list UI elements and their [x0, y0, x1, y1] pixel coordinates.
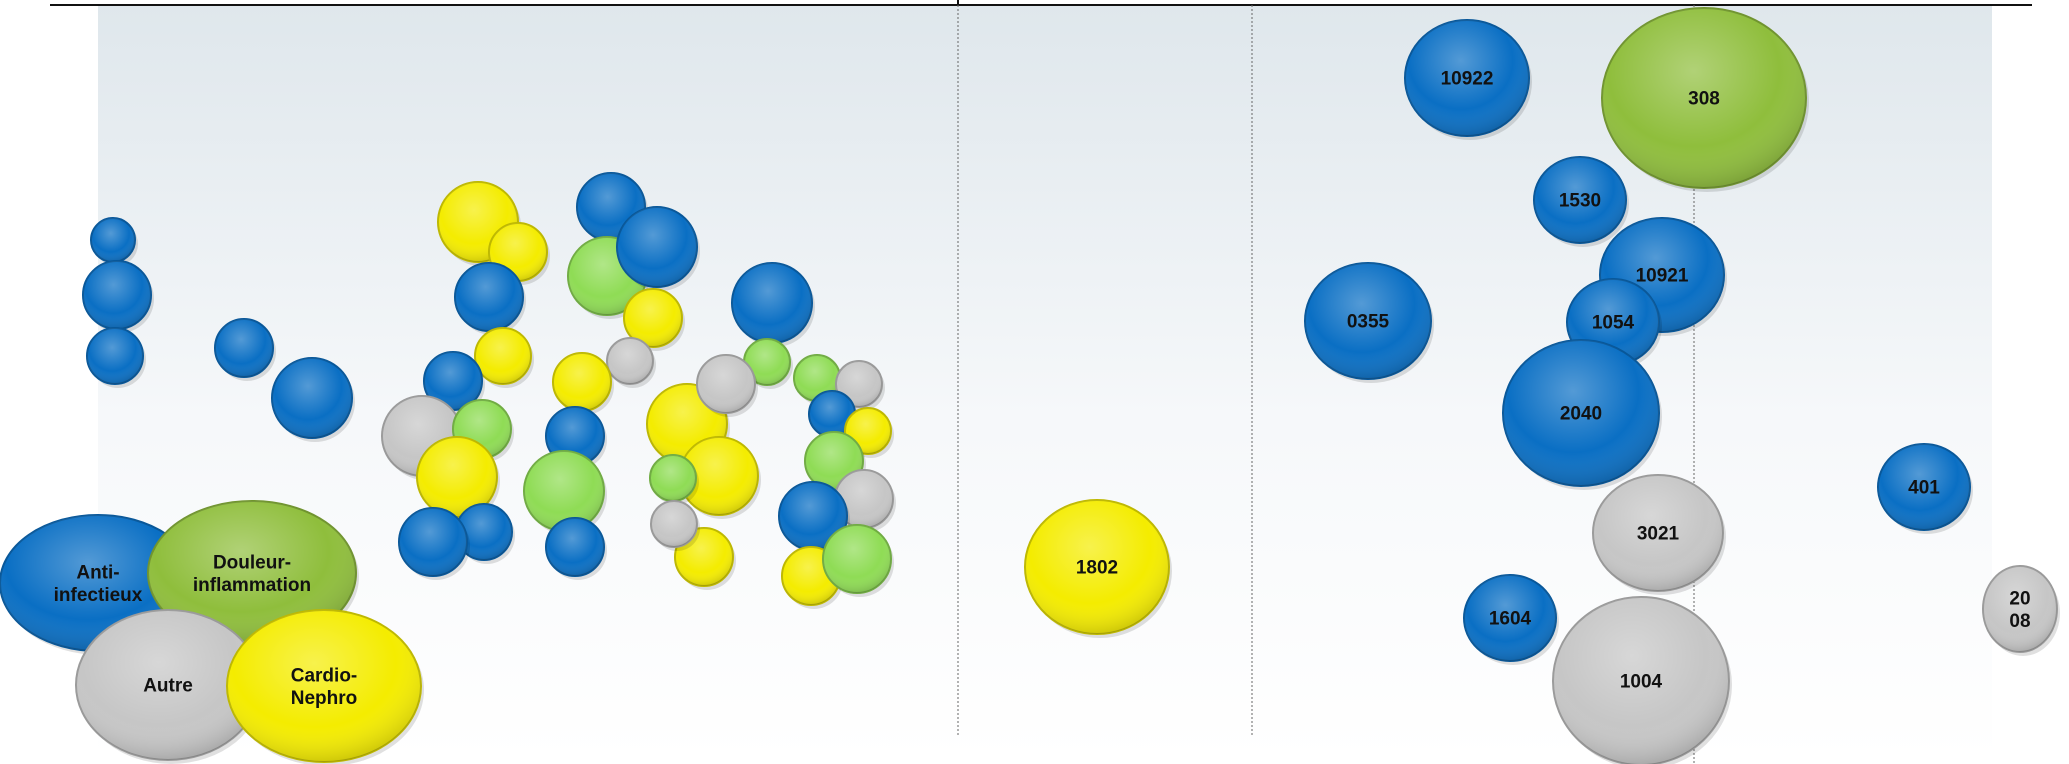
- bubble-cardio-nephro-26: [679, 436, 761, 519]
- bubble-bubble-green-light-37: [804, 431, 866, 494]
- bubble-anti-infectieux-5: [271, 357, 355, 442]
- bubbles-layer: 10922 308 1530 10921 1054 0355 2040 401 3021 1604…: [82, 7, 2060, 764]
- bubble-anti-infectieux-8: [454, 262, 526, 335]
- bubble-anti-infectieux-3: [86, 327, 146, 388]
- bubble-autre-38: [834, 469, 896, 532]
- bubble-anti-infectieux-1: [90, 217, 138, 266]
- bubble-anti-infectieux-30: [731, 262, 815, 347]
- bubble-autre-32: [696, 354, 758, 417]
- bubble-2040: 2040: [1502, 339, 1662, 490]
- legend-item-douleur-inflammation-label: Douleur-inflammation: [193, 552, 311, 596]
- bubble-cardio-nephro-16: [552, 352, 614, 415]
- bubble-1530-label: 1530: [1559, 191, 1601, 212]
- bubble-1530: 1530: [1533, 156, 1629, 247]
- bubble-10922: 10922: [1404, 19, 1532, 140]
- legend-item-autre-label: Autre: [143, 676, 193, 697]
- bubble-bubble-green-light-33: [793, 354, 843, 405]
- bubble-anti-infectieux-11: [616, 206, 700, 291]
- bubble-cardio-nephro-28: [674, 527, 736, 590]
- bubble-anti-infectieux-21: [398, 507, 470, 580]
- bubble-10921-label: 10921: [1636, 266, 1689, 287]
- bubble-1802-label: 1802: [1076, 558, 1118, 579]
- bubble-cardio-nephro-13: [474, 327, 534, 388]
- bubble-2040-label: 2040: [1560, 404, 1602, 425]
- bubble-anti-infectieux-15: [423, 351, 485, 414]
- bubble-bubble-green-light-23: [523, 450, 607, 535]
- bubble-cardio-nephro-19: [416, 436, 500, 521]
- bubble-anti-infectieux-4: [214, 318, 276, 381]
- bubble-1802: 1802: [1024, 499, 1172, 638]
- bubble-anti-infectieux-2: [82, 260, 154, 333]
- bubble-anti-infectieux-24: [545, 517, 607, 580]
- bubble-1604: 1604: [1463, 574, 1559, 665]
- bubble-0355-label: 0355: [1347, 312, 1390, 333]
- bubble-1004-label: 1004: [1620, 672, 1663, 693]
- bubble-autre-29: [650, 500, 700, 551]
- bubble-1004: 1004: [1552, 596, 1732, 764]
- bubble-cardio-nephro-12: [623, 288, 685, 351]
- bubble-autre-14: [606, 337, 656, 388]
- bubble-2008-label: 20 08: [2009, 588, 2030, 632]
- bubble-anti-infectieux-35: [808, 390, 858, 441]
- bubble-0355: 0355: [1304, 262, 1434, 383]
- legend-item-anti-infectieux-label: Anti-infectieux: [54, 562, 143, 606]
- bubble-401: 401: [1877, 443, 1973, 534]
- bubble-bubble-green-light-27: [649, 454, 699, 505]
- bubble-3021: 3021: [1592, 474, 1726, 595]
- bubble-401-label: 401: [1908, 478, 1940, 499]
- bubble-3021-label: 3021: [1637, 524, 1680, 545]
- bubble-autre-34: [835, 360, 885, 411]
- bubble-anti-infectieux-20: [455, 503, 515, 564]
- bubble-2008: 20 08: [1982, 565, 2060, 656]
- legend-item-cardio-nephro: Cardio-Nephro: [226, 609, 424, 764]
- legend: Anti-infectieux Douleur-inflammation Autre…: [0, 500, 424, 764]
- bubble-bubble-green-light-41: [822, 524, 894, 597]
- legend-item-cardio-nephro-label: Cardio-Nephro: [291, 665, 358, 709]
- bubble-anti-infectieux-39: [778, 481, 850, 554]
- bubble-308-label: 308: [1688, 89, 1720, 110]
- bubble-1604-label: 1604: [1489, 609, 1532, 630]
- bubble-bubble-green-light-31: [743, 338, 793, 389]
- bubble-308: 308: [1601, 7, 1809, 192]
- bubble-1054-label: 1054: [1592, 313, 1635, 334]
- bubble-10922-label: 10922: [1441, 69, 1494, 90]
